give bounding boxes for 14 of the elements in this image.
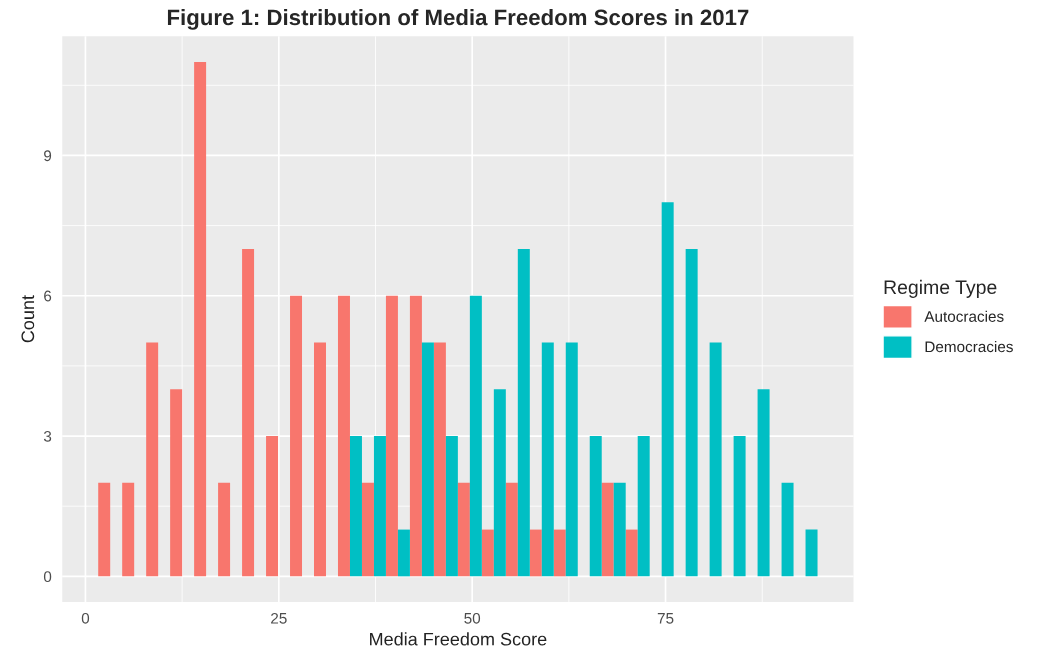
legend-label: Democracies: [925, 340, 1013, 353]
legend-title: Regime Type: [884, 279, 997, 298]
chart-title: Figure 1: Distribution of Media Freedom Scores in 2017: [167, 8, 749, 30]
legend-label: Autocracies: [924, 310, 1004, 322]
x-tick-label: 75: [657, 613, 674, 624]
x-tick-label: 0: [81, 612, 90, 624]
y-tick-label: 0: [43, 571, 52, 583]
y-axis-title: Count: [21, 295, 35, 343]
x-axis-title: Media Freedom Score: [370, 632, 547, 646]
x-tick-label: 25: [271, 612, 287, 624]
x-tick-label: 50: [464, 612, 481, 624]
y-tick-label: 6: [44, 290, 52, 302]
y-tick-label: 3: [43, 430, 52, 442]
y-tick-label: 9: [44, 150, 52, 162]
